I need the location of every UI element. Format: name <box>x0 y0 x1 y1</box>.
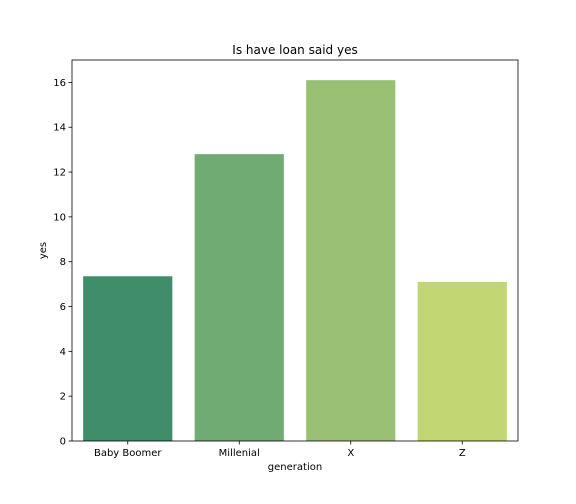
x-tick-label: Z <box>459 448 466 459</box>
chart-title: Is have loan said yes <box>232 43 357 57</box>
x-tick-label: Baby Boomer <box>94 448 162 459</box>
y-tick-label: 0 <box>60 437 66 448</box>
x-axis-label: generation <box>268 462 322 473</box>
x-axis-ticks: Baby Boomer Millenial X Z <box>94 441 466 459</box>
y-tick-label: 10 <box>53 212 66 223</box>
bar-baby-boomer <box>83 276 173 441</box>
x-tick-label: X <box>347 448 354 459</box>
bars-group <box>83 80 507 442</box>
x-tick-label: Millenial <box>219 448 260 459</box>
y-axis-label: yes <box>38 242 49 259</box>
y-tick-label: 8 <box>60 257 66 268</box>
y-tick-label: 6 <box>60 302 66 313</box>
y-tick-label: 16 <box>53 78 66 89</box>
y-tick-label: 12 <box>53 168 66 179</box>
plot-frame <box>71 59 519 442</box>
bar-x <box>306 80 396 442</box>
y-axis-ticks: 0 2 4 6 8 10 12 14 16 <box>53 78 72 448</box>
bar-millenial <box>194 154 284 441</box>
y-tick-label: 2 <box>60 392 66 403</box>
bar-z <box>417 281 507 441</box>
y-tick-label: 4 <box>60 347 66 358</box>
y-tick-label: 14 <box>53 123 66 134</box>
